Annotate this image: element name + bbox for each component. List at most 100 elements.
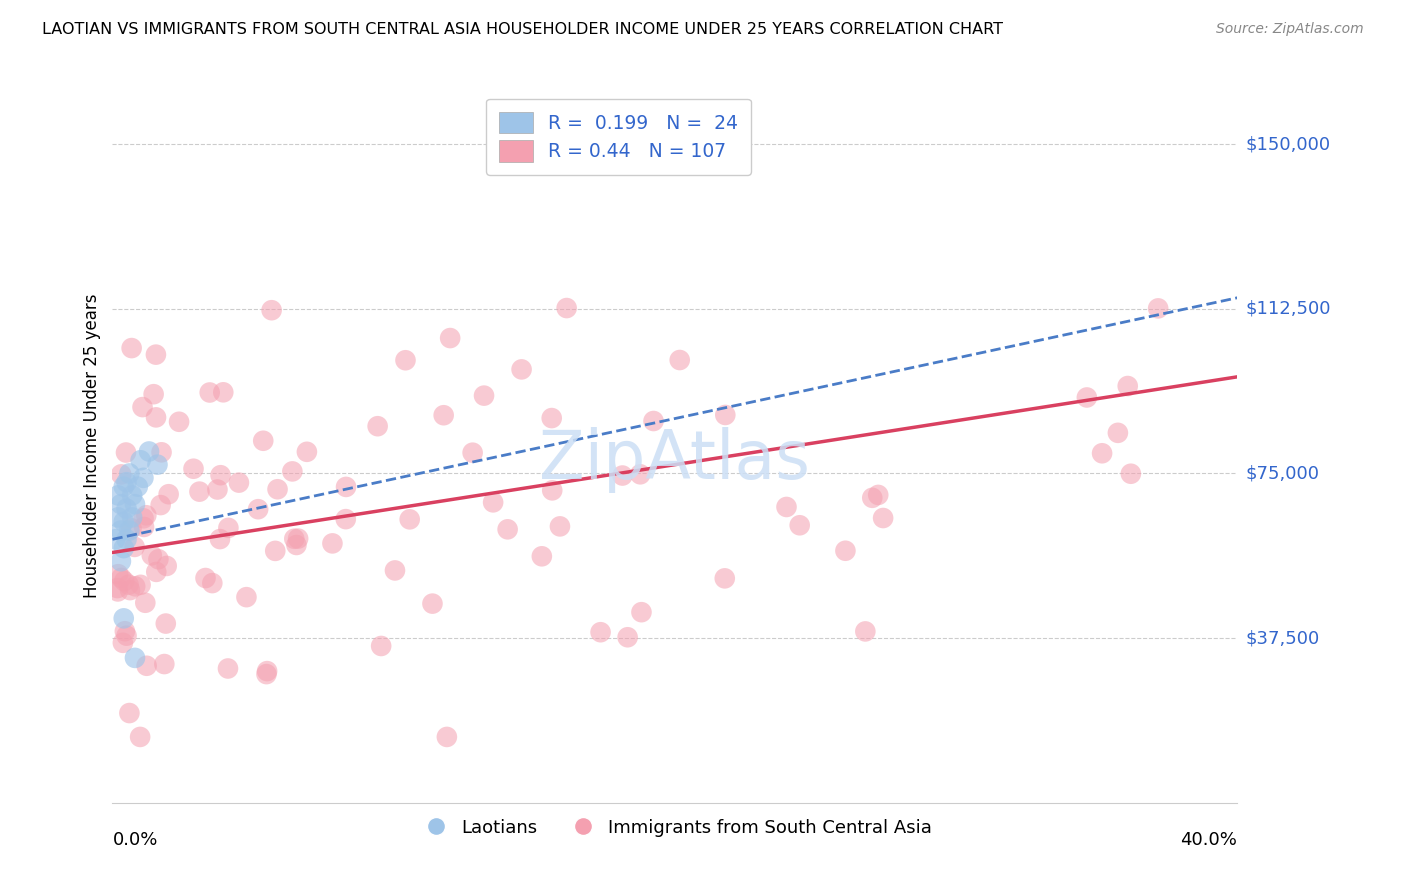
Point	[135, 658, 157, 673]
Point	[201, 576, 224, 591]
Point	[135, 508, 157, 523]
Point	[1116, 379, 1139, 393]
Point	[194, 571, 217, 585]
Point	[148, 552, 170, 566]
Point	[668, 353, 690, 368]
Point	[461, 446, 484, 460]
Text: $37,500: $37,500	[1246, 629, 1320, 647]
Point	[789, 518, 811, 533]
Point	[394, 353, 416, 368]
Point	[149, 498, 172, 512]
Point	[111, 636, 134, 650]
Point	[714, 408, 737, 422]
Point	[510, 362, 533, 376]
Point	[217, 521, 239, 535]
Point	[433, 409, 456, 423]
Point	[124, 579, 146, 593]
Point	[129, 578, 152, 592]
Point	[1091, 446, 1114, 460]
Point	[115, 501, 138, 516]
Point	[228, 475, 250, 490]
Point	[110, 524, 132, 538]
Point	[209, 468, 232, 483]
Point	[110, 571, 132, 585]
Point	[436, 730, 458, 744]
Point	[1119, 467, 1142, 481]
Point	[256, 667, 278, 681]
Point	[482, 495, 505, 509]
Point	[118, 467, 141, 481]
Point	[115, 629, 138, 643]
Point	[107, 488, 129, 502]
Point	[281, 464, 304, 478]
Point	[367, 419, 389, 434]
Point	[256, 664, 278, 678]
Point	[138, 444, 160, 458]
Point	[398, 512, 420, 526]
Point	[285, 538, 308, 552]
Point	[207, 483, 229, 497]
Point	[110, 554, 132, 568]
Point	[112, 541, 135, 555]
Point	[115, 445, 138, 459]
Point	[335, 512, 357, 526]
Point	[283, 532, 305, 546]
Point	[150, 445, 173, 459]
Point	[422, 597, 444, 611]
Point	[112, 515, 135, 529]
Point	[530, 549, 553, 564]
Point	[217, 661, 239, 675]
Point	[872, 511, 894, 525]
Point	[107, 584, 129, 599]
Y-axis label: Householder Income Under 25 years: Householder Income Under 25 years	[83, 293, 101, 599]
Point	[1107, 425, 1129, 440]
Point	[153, 657, 176, 671]
Point	[541, 483, 564, 498]
Text: $150,000: $150,000	[1246, 135, 1330, 153]
Point	[132, 511, 155, 525]
Point	[118, 583, 141, 598]
Point	[129, 453, 152, 467]
Point	[1147, 301, 1170, 316]
Point	[496, 522, 519, 536]
Point	[124, 651, 146, 665]
Point	[110, 467, 132, 482]
Point	[127, 480, 149, 494]
Point	[124, 497, 146, 511]
Point	[589, 625, 612, 640]
Point	[555, 301, 578, 315]
Point	[132, 520, 155, 534]
Point	[115, 533, 138, 547]
Point	[145, 565, 167, 579]
Point	[540, 411, 562, 425]
Text: LAOTIAN VS IMMIGRANTS FROM SOUTH CENTRAL ASIA HOUSEHOLDER INCOME UNDER 25 YEARS : LAOTIAN VS IMMIGRANTS FROM SOUTH CENTRAL…	[42, 22, 1002, 37]
Point	[384, 563, 406, 577]
Point	[105, 581, 128, 595]
Point	[247, 502, 270, 516]
Text: 40.0%: 40.0%	[1181, 831, 1237, 849]
Point	[121, 510, 143, 524]
Point	[628, 467, 651, 482]
Point	[157, 487, 180, 501]
Point	[208, 532, 231, 546]
Point	[115, 475, 138, 490]
Point	[370, 639, 392, 653]
Point	[295, 445, 318, 459]
Point	[114, 624, 136, 639]
Point	[439, 331, 461, 345]
Point	[321, 536, 343, 550]
Text: ZipAtlas: ZipAtlas	[540, 427, 810, 493]
Point	[183, 461, 205, 475]
Point	[616, 630, 638, 644]
Point	[335, 480, 357, 494]
Point	[643, 414, 665, 428]
Point	[287, 532, 309, 546]
Point	[775, 500, 797, 514]
Point	[713, 571, 735, 585]
Point	[129, 730, 152, 744]
Point	[235, 590, 257, 604]
Point	[853, 624, 876, 639]
Point	[630, 605, 652, 619]
Point	[252, 434, 274, 448]
Point	[124, 540, 146, 554]
